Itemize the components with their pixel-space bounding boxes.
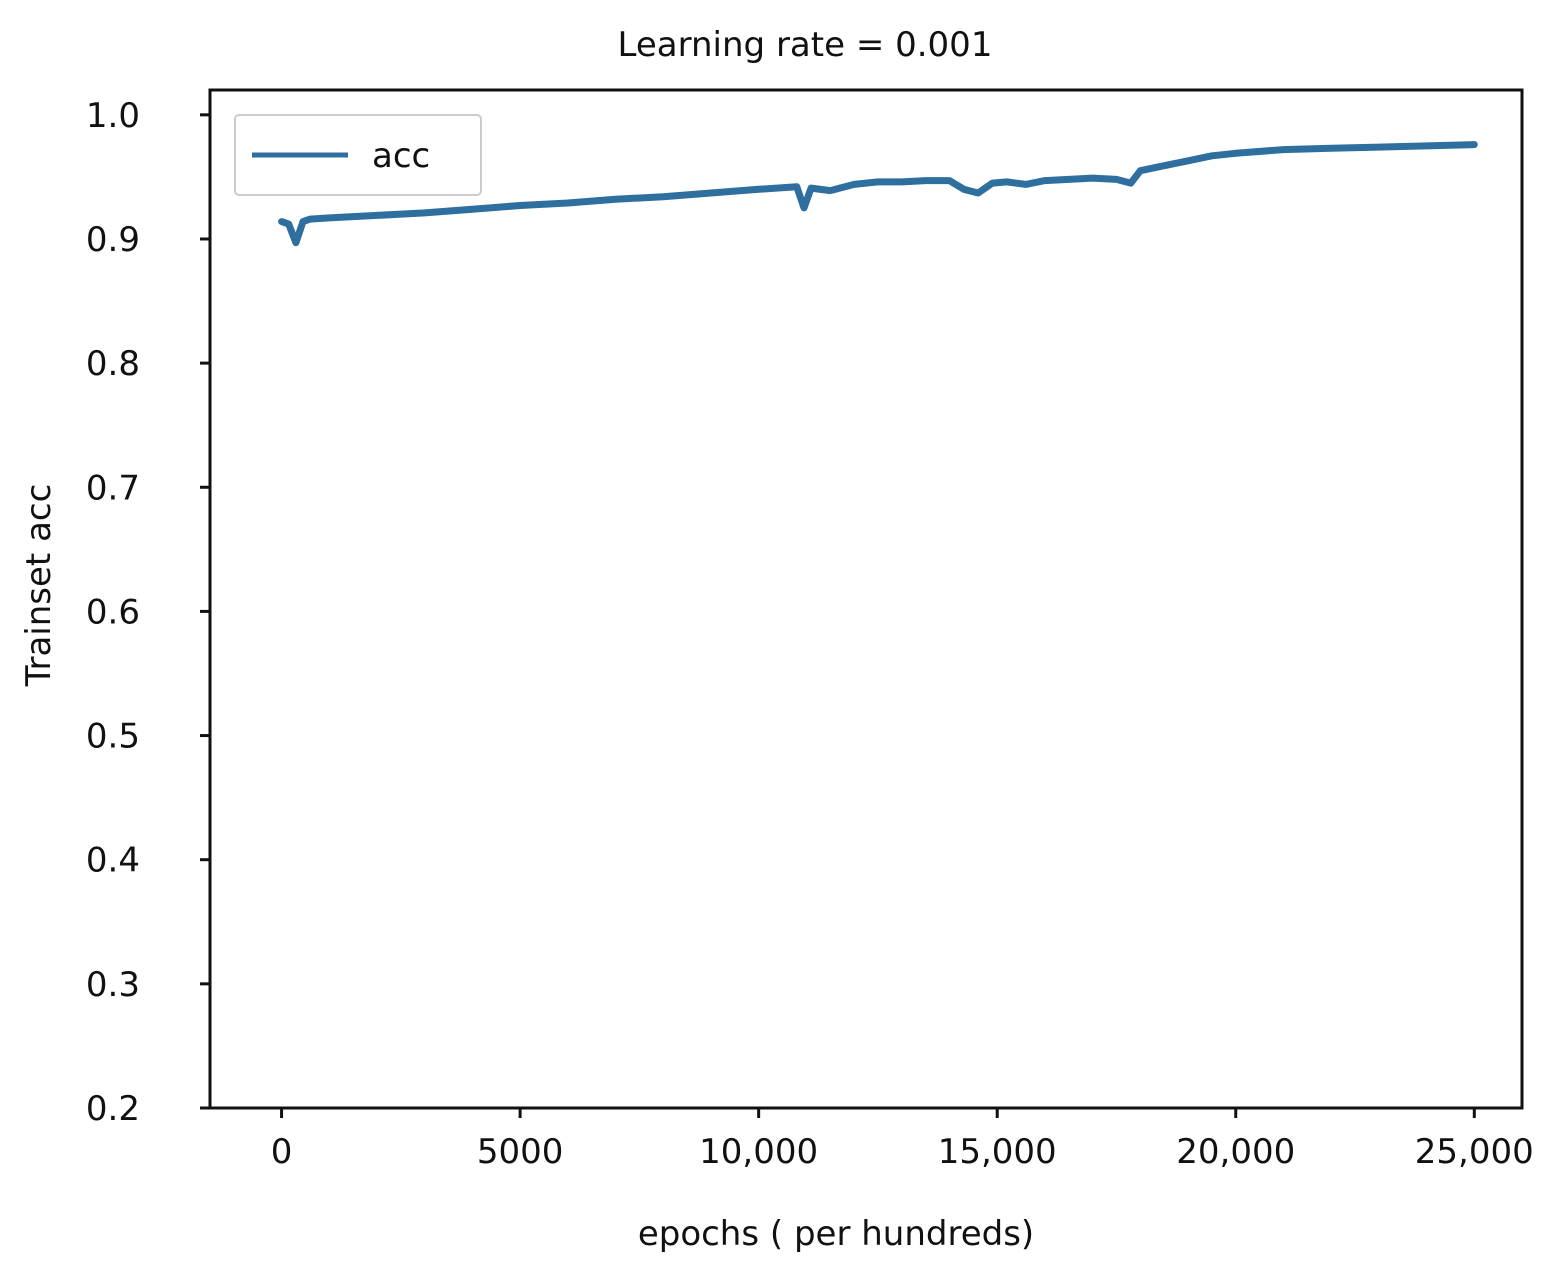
x-axis: 0 5000 10,000 15,000 20,000 25,000 [271,1108,1534,1172]
legend-label-acc: acc [372,136,430,176]
y-tick-label: 0.6 [86,592,140,632]
y-tick-label: 0.9 [86,220,140,260]
y-axis-label: Trainset acc [19,484,59,688]
plot-frame [208,88,1524,1110]
y-tick-label: 1.0 [86,96,140,136]
x-tick-label: 20,000 [1176,1132,1295,1172]
x-tick-label: 0 [271,1132,293,1172]
chart-title: Learning rate = 0.001 [618,25,993,65]
x-tick-label: 25,000 [1415,1132,1534,1172]
x-tick-label: 5000 [477,1132,564,1172]
y-tick-label: 0.8 [86,344,140,384]
series-line-acc [278,141,1478,247]
series-layer [278,141,1478,247]
y-tick-label: 0.4 [86,841,140,881]
y-axis: 0.2 0.3 0.4 0.5 0.6 0.7 0.8 0.9 1.0 [86,96,210,1129]
legend: acc [234,114,482,196]
x-tick-label: 15,000 [938,1132,1057,1172]
y-tick-label: 0.3 [86,965,140,1005]
legend-box [234,114,482,196]
y-tick-label: 0.5 [86,717,140,757]
x-tick-label: 10,000 [699,1132,818,1172]
x-axis-label: epochs ( per hundreds) [638,1214,1034,1254]
y-tick-label: 0.2 [86,1089,140,1129]
y-tick-label: 0.7 [86,468,140,508]
